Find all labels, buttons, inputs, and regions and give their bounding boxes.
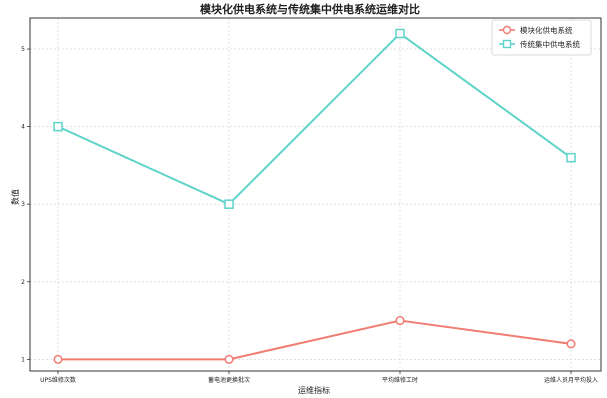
legend-marker-traditional	[502, 39, 512, 49]
legend-label-traditional: 传统集中供电系统	[520, 39, 580, 49]
x-axis-title: 运维指标	[298, 385, 330, 395]
grid-layer	[30, 18, 601, 371]
point-marker-traditional	[395, 28, 405, 39]
point-marker-modular	[566, 339, 576, 349]
tick-layer: 1 2 3 4 5 UPS维修次数 蓄电池更换批次 平均维修工时 运维人员月平均投入	[21, 46, 598, 384]
point-marker-modular	[53, 354, 63, 364]
legend-label-modular: 模块化供电系统	[520, 25, 573, 35]
point-marker-traditional	[566, 152, 576, 163]
x-tick-label: 运维人员月平均投入	[544, 376, 598, 384]
y-tick-label: 1	[21, 356, 25, 363]
legend-item-modular: 模块化供电系统	[499, 25, 573, 35]
series-layer	[53, 28, 576, 364]
plot-area	[29, 17, 602, 372]
y-axis-title: 数值	[10, 189, 20, 205]
y-tick-label: 5	[21, 46, 25, 53]
series-line-traditional	[57, 32, 572, 206]
y-tick-label: 3	[21, 201, 25, 208]
point-marker-modular	[224, 354, 234, 364]
y-tick-label: 2	[21, 279, 25, 286]
y-tick-label: 4	[21, 124, 25, 131]
point-marker-traditional	[53, 121, 63, 132]
legend-marker-modular	[502, 25, 512, 35]
legend-box	[491, 19, 592, 56]
point-marker-traditional	[224, 199, 234, 209]
chart-title: 模块化供电系统与传统集中供电系统运维对比	[200, 2, 420, 16]
legend-item-traditional: 传统集中供电系统	[499, 39, 580, 49]
legend: 模块化供电系统 传统集中供电系统	[491, 19, 592, 56]
point-marker-modular	[395, 316, 405, 326]
x-tick-label: UPS维修次数	[40, 376, 76, 384]
x-tick-label: 蓄电池更换批次	[208, 376, 250, 384]
x-tick-label: 平均维修工时	[382, 376, 418, 384]
series-line-modular	[57, 319, 572, 361]
